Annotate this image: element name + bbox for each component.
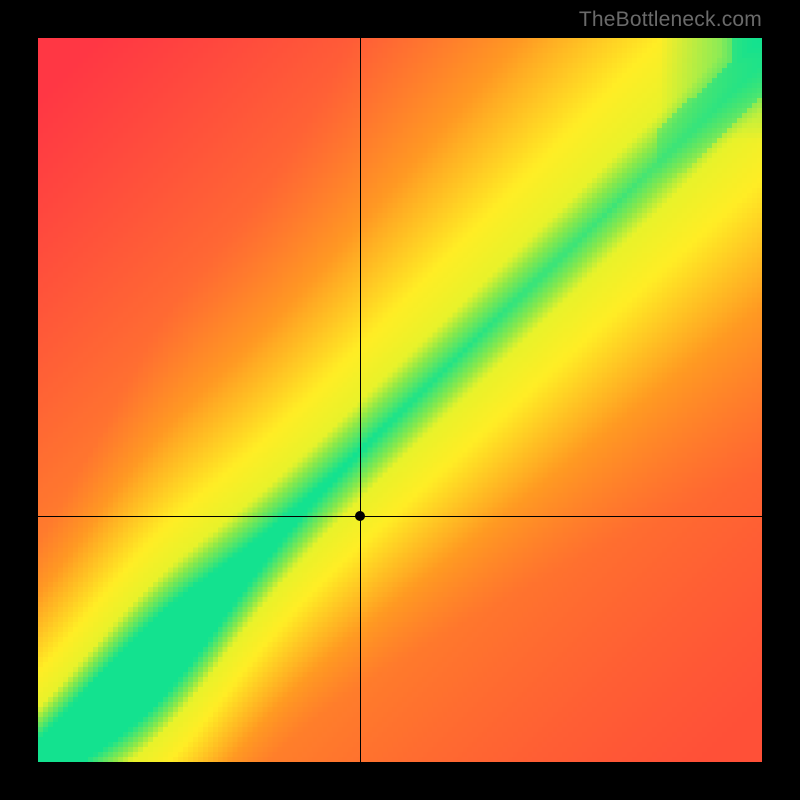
heatmap-canvas	[38, 38, 762, 762]
watermark-text: TheBottleneck.com	[579, 8, 762, 32]
crosshair-vertical	[360, 38, 361, 762]
crosshair-horizontal	[38, 516, 762, 517]
chart-container: TheBottleneck.com	[0, 0, 800, 800]
plot-area	[38, 38, 762, 762]
crosshair-marker	[355, 511, 365, 521]
